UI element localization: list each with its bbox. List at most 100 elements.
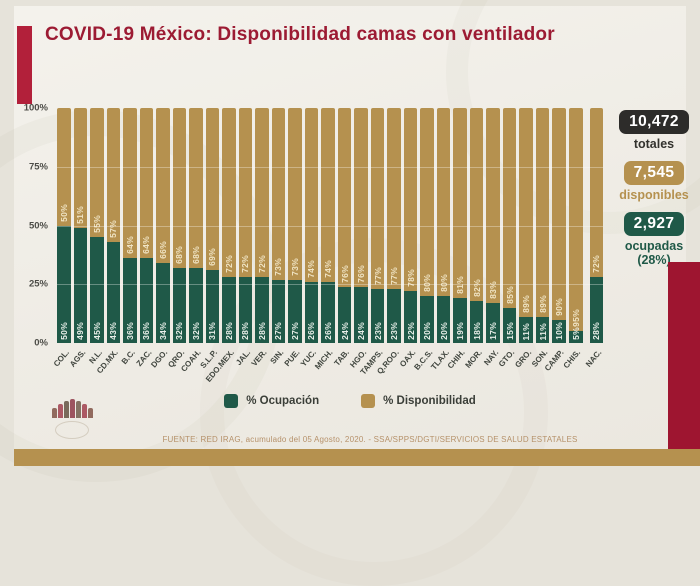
ocupacion-segment: 28% xyxy=(255,277,269,343)
ocupacion-segment: 28% xyxy=(238,277,253,343)
ocupacion-value-label: 28% xyxy=(240,322,251,340)
ocupacion-value-label: 36% xyxy=(141,322,152,340)
disponibilidad-value-label: 73% xyxy=(289,257,300,276)
disponibilidad-segment: 85% xyxy=(502,108,517,308)
disponibilidad-segment: 72% xyxy=(238,108,253,278)
disponibilidad-segment: 89% xyxy=(535,108,550,318)
ocupacion-segment: 28% xyxy=(222,277,236,343)
disponibilidad-segment: 77% xyxy=(370,108,385,289)
plot-area: 50% 50% COL. 51% 49% AGS. 55% 45% N.L. 57% 43% CD.M… xyxy=(51,108,603,384)
bar-tamps: 77% 23% TAMPS. xyxy=(359,108,385,376)
ocupacion-value-label: 45% xyxy=(91,322,102,340)
disponibilidad-segment: 64% xyxy=(123,108,137,259)
disponibilidad-segment: 76% xyxy=(337,108,352,287)
bar-bc: 64% 36% B.C. xyxy=(120,108,137,366)
bar-chis: 95% 5% CHIS. xyxy=(562,108,583,370)
bar-coah: 68% 32% COAH. xyxy=(179,108,203,374)
bar-tlax: 80% 20% TLAX. xyxy=(429,108,451,371)
disponibilidad-segment: 69% xyxy=(205,108,220,271)
disponibilidad-segment: 66% xyxy=(156,108,170,264)
y-tick-25: 25% xyxy=(28,278,48,290)
bar-dgo: 66% 34% DGO. xyxy=(150,108,170,369)
disponibilidad-segment: 51% xyxy=(73,108,88,228)
ocupacion-segment: 50% xyxy=(57,225,71,343)
ocupacion-value-label: 26% xyxy=(323,322,333,340)
ocupacion-value-label: 15% xyxy=(504,322,515,340)
ocupacion-segment: 32% xyxy=(189,267,203,343)
disponibilidad-value-label: 64% xyxy=(141,236,152,255)
stat-ocupadas: 2,927 ocupadas (28%) xyxy=(623,212,685,267)
disponibilidad-segment: 78% xyxy=(403,108,418,292)
disponibilidad-value-label: 72% xyxy=(591,255,602,274)
disponibilidad-segment: 90% xyxy=(552,108,566,320)
disponibilidad-segment: 64% xyxy=(139,108,154,259)
bar-mor: 82% 18% MOR. xyxy=(463,108,484,370)
bar-nl: 55% 45% N.L. xyxy=(87,108,104,365)
disponibilidad-value-label: 90% xyxy=(554,297,565,316)
y-tick-0: 0% xyxy=(34,337,48,349)
ocupacion-segment: 45% xyxy=(90,237,104,343)
disponibilidad-value-label: 66% xyxy=(157,241,168,260)
bar-nac: 72% 28% NAC. xyxy=(584,108,603,369)
disponibilidad-value-label: 57% xyxy=(108,220,119,238)
disponibilidad-segment: 82% xyxy=(469,108,484,301)
ocupacion-value-label: 18% xyxy=(471,322,482,340)
bar-zac: 64% 36% ZAC. xyxy=(134,108,154,368)
disponibilidad-value-label: 73% xyxy=(273,257,284,276)
disponibilidad-value-label: 83% xyxy=(488,281,499,300)
bar-mich: 74% 26% MICH. xyxy=(313,108,335,371)
ocupacion-segment: 11% xyxy=(535,317,550,343)
ocupacion-segment: 22% xyxy=(403,291,418,343)
disponibilidad-segment: 68% xyxy=(172,108,187,268)
legend-item-disponibilidad: % Disponibilidad xyxy=(361,394,476,408)
bar-hgo: 76% 24% HGO. xyxy=(348,108,368,369)
emblem-arc xyxy=(55,421,89,439)
ocupacion-segment: 17% xyxy=(486,303,500,343)
disponibilidad-value-label: 50% xyxy=(58,203,69,222)
bar-camp: 90% 10% CAMP. xyxy=(543,108,566,373)
disponibilidad-value-label: 51% xyxy=(75,205,86,224)
ocupacion-segment: 26% xyxy=(304,281,319,343)
bar-yuc: 74% 26% YUC. xyxy=(299,108,319,368)
disponibilidad-segment: 76% xyxy=(354,108,368,287)
disponibilidad-segment: 77% xyxy=(387,108,401,289)
disponibilidad-value-label: 72% xyxy=(256,255,267,274)
disponibilidad-segment: 57% xyxy=(106,108,121,242)
disponibilidad-value-label: 72% xyxy=(240,255,251,274)
occupied-beds-badge: 2,927 xyxy=(623,212,685,236)
bar-gto: 85% 15% GTO. xyxy=(497,108,517,369)
ocupacion-segment: 36% xyxy=(139,258,154,343)
disponibilidad-segment: 74% xyxy=(321,108,335,282)
stat-disponibles: 7,545 disponibles xyxy=(619,161,689,202)
legend: % Ocupación % Disponibilidad xyxy=(70,394,630,408)
disponibilidad-segment: 73% xyxy=(271,108,286,280)
ocupacion-segment: 20% xyxy=(420,296,434,343)
ocupacion-value-label: 24% xyxy=(339,322,350,340)
stats-panel: 10,472 totales 7,545 disponibles 2,927 o… xyxy=(608,110,700,277)
disponibilidad-value-label: 95% xyxy=(570,309,581,328)
disponibilidad-value-label: 74% xyxy=(306,259,317,278)
ocupacion-segment: 32% xyxy=(172,267,187,343)
ocupacion-value-label: 50% xyxy=(58,322,69,340)
bar-slp: 69% 31% S.L.P. xyxy=(199,108,220,370)
ocupacion-segment: 20% xyxy=(436,296,451,343)
disponibilidad-segment: 50% xyxy=(57,108,71,226)
ocupacion-value-label: 23% xyxy=(389,322,400,340)
disponibilidad-segment: 68% xyxy=(189,108,203,268)
disponibilidad-value-label: 55% xyxy=(91,215,102,234)
occupied-beds-percent: (28%) xyxy=(637,253,671,267)
bar-gro: 89% 11% GRO. xyxy=(513,108,533,369)
ocupacion-value-label: 34% xyxy=(157,322,168,340)
ocupacion-value-label: 19% xyxy=(455,322,466,340)
ocupacion-segment: 15% xyxy=(502,307,517,343)
ocupacion-segment: 26% xyxy=(321,281,335,343)
ocupacion-segment: 18% xyxy=(469,300,484,343)
disponibilidad-segment: 83% xyxy=(486,108,500,304)
ocupacion-value-label: 49% xyxy=(75,322,86,340)
disponibilidad-value-label: 64% xyxy=(124,236,135,255)
ocupacion-segment: 31% xyxy=(205,270,220,343)
disponibilidad-value-label: 80% xyxy=(422,274,433,292)
available-beds-label: disponibles xyxy=(619,188,689,202)
bottom-gold-band xyxy=(14,449,700,466)
disponibilidad-segment: 89% xyxy=(519,108,533,318)
